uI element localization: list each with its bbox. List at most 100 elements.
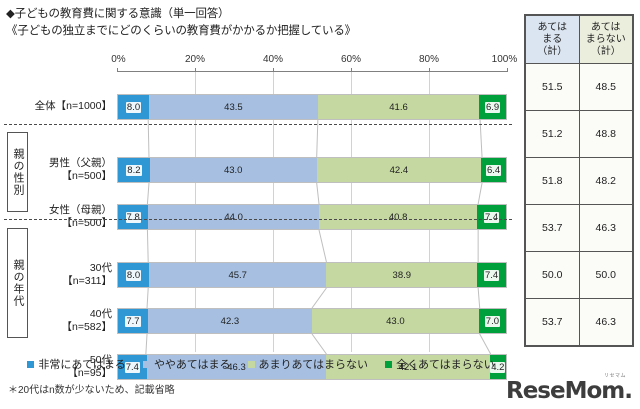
bar-value-label: 7.0 xyxy=(484,315,500,327)
x-axis-tick-60: 60% xyxy=(340,54,362,65)
row-label-0: 全体【n=1000】 xyxy=(0,100,112,113)
stacked-bar: 7.8 44.0 40.8 7.4 xyxy=(117,204,507,230)
bar-segment-3: 42.4 xyxy=(316,158,482,182)
bar-value-label: 44.0 xyxy=(224,211,243,223)
bar-value-label: 7.4 xyxy=(484,269,500,281)
summary-header-applies-l1: あては xyxy=(537,21,568,33)
bar-value-label: 8.2 xyxy=(126,164,142,176)
summary-applies-value: 50.0 xyxy=(525,251,580,299)
row-label-sample-size: 【n=1000】 xyxy=(55,100,112,112)
chart-title-block: ◆子どもの教育費に関する意識（単一回答） 《子どもの独立までにどのくらいの教育費… xyxy=(6,6,526,40)
legend-label: 非常にあてはまる xyxy=(38,359,126,371)
legend-swatch-icon xyxy=(385,360,393,368)
bar-segment-1: 8.0 xyxy=(118,263,150,287)
bar-segment-2: 43.0 xyxy=(149,158,317,182)
row-label-text: 50代 xyxy=(89,354,112,366)
summary-header-applies-l3: （計） xyxy=(537,45,568,57)
summary-not-applies-value: 48.2 xyxy=(578,157,633,205)
row-label-1: 男性（父親） 【n=500】 xyxy=(0,157,112,183)
summary-table-row: 53.7 46.3 xyxy=(525,204,633,252)
row-label-5: 50代 【n=95】 xyxy=(0,354,112,380)
bar-value-label: 42.4 xyxy=(389,164,409,176)
row-label-sample-size: 【n=582】 xyxy=(61,321,113,333)
logo-ruby-text: リセマム xyxy=(603,373,626,379)
bar-value-label: 43.0 xyxy=(386,315,405,327)
summary-header-not-applies-l2: まらない xyxy=(585,33,626,45)
bar-segment-1: 8.0 xyxy=(118,95,150,119)
row-label-text: 男性（父親） xyxy=(49,157,112,169)
bar-value-label: 4.2 xyxy=(490,361,506,373)
bar-value-label: 7.4 xyxy=(484,211,500,223)
legend-item-3: あまりあてはまらない xyxy=(247,356,368,372)
bar-segment-4: 4.2 xyxy=(489,355,506,379)
bar-value-label: 42.3 xyxy=(220,315,240,327)
x-axis-tick-40: 40% xyxy=(262,54,284,65)
row-label-text: 全体 xyxy=(34,100,56,112)
stacked-bar: 8.0 45.7 38.9 7.4 xyxy=(117,262,507,288)
row-label-text: 女性（母親） xyxy=(49,204,112,216)
group-label-parent-gender: 親の性別 xyxy=(12,148,24,196)
legend-item-4: 全くあてはまらない xyxy=(385,356,495,372)
bar-segment-4: 7.4 xyxy=(477,263,506,287)
summary-not-applies-value: 46.3 xyxy=(578,204,633,252)
x-axis-tick-100: 100% xyxy=(491,54,518,65)
bar-value-label: 42.1 xyxy=(398,361,418,373)
bar-segment-1: 7.7 xyxy=(118,309,148,333)
summary-table-row: 53.7 46.3 xyxy=(525,298,633,346)
row-label-2: 女性（母親） 【n=500】 xyxy=(0,204,112,230)
bar-segment-1: 7.4 xyxy=(118,355,147,379)
group-separator-1 xyxy=(4,124,512,125)
tickmark-20 xyxy=(195,68,196,72)
bar-value-label: 46.3 xyxy=(227,361,246,373)
summary-table-row: 50.0 50.0 xyxy=(525,251,633,299)
row-label-3: 30代 【n=311】 xyxy=(0,262,112,288)
summary-table-row: 51.8 48.2 xyxy=(525,157,633,205)
group-box-parent-gender: 親の性別 xyxy=(7,132,28,212)
bar-boundary-connector xyxy=(117,288,507,308)
summary-applies-value: 53.7 xyxy=(525,204,580,252)
plot-region: 全体【n=1000】 8.0 43.5 41.6 6.9 男性（父親） 【n=500】 8.2… xyxy=(35,68,508,380)
summary-table-body: 51.5 48.5 51.2 48.8 51.8 48.2 53.7 46.3 50.0 50.0… xyxy=(525,63,633,346)
legend-label: ややあてはまる xyxy=(153,359,231,371)
summary-header-applies: あては まる （計） xyxy=(525,15,580,64)
summary-header-not-applies-l1: あては xyxy=(590,21,621,33)
bar-segment-3: 38.9 xyxy=(326,263,478,287)
summary-applies-value: 53.7 xyxy=(525,298,580,346)
bar-boundary-connector xyxy=(117,230,507,262)
tickmark-80 xyxy=(429,68,430,72)
chart-legend: 非常にあてはまる ややあてはまる あまりあてはまらない 全くあてはまらない xyxy=(0,356,522,372)
row-label-sample-size: 【n=311】 xyxy=(62,275,112,287)
group-label-parent-age: 親の年代 xyxy=(12,259,24,307)
x-axis-tick-0: 0% xyxy=(111,54,126,65)
group-separator-2 xyxy=(4,219,512,220)
summary-table: あては まる （計） あては まらない （計） 51.5 48.5 51.2 48.8… xyxy=(524,14,634,347)
stacked-bar: 8.0 43.5 41.6 6.9 xyxy=(117,94,507,120)
bar-value-label: 6.9 xyxy=(484,101,501,113)
footnote: ＊20代はn数が少ないため、記載省略 xyxy=(8,385,175,396)
row-label-text: 30代 xyxy=(89,262,112,274)
bar-segment-2: 44.0 xyxy=(148,205,319,229)
bar-value-label: 38.9 xyxy=(392,269,412,281)
group-box-parent-age: 親の年代 xyxy=(7,228,28,338)
summary-table-row: 51.5 48.5 xyxy=(525,63,633,111)
plot-top-border xyxy=(117,71,507,72)
row-label-sample-size: 【n=95】 xyxy=(67,367,112,379)
bar-segment-3: 42.1 xyxy=(326,355,490,379)
bar-value-label: 6.4 xyxy=(485,164,502,176)
tickmark-100 xyxy=(507,68,508,72)
row-label-4: 40代 【n=582】 xyxy=(0,308,113,334)
logo-wordmark: ReseMom. xyxy=(506,378,633,404)
bar-value-label: 8.0 xyxy=(125,269,142,281)
summary-not-applies-value: 46.3 xyxy=(578,298,633,346)
x-axis-tick-80: 80% xyxy=(418,54,440,65)
summary-header-not-applies-l3: （計） xyxy=(590,45,621,57)
tickmark-40 xyxy=(273,68,274,72)
bar-segment-4: 6.9 xyxy=(479,95,506,119)
row-label-sample-size: 【n=500】 xyxy=(61,170,113,182)
stacked-bar: 7.4 46.3 42.1 4.2 xyxy=(117,354,507,380)
tickmark-0 xyxy=(117,68,118,72)
bar-segment-1: 7.8 xyxy=(118,205,149,229)
resemom-logo: リセマム ReseMom. xyxy=(506,373,633,404)
summary-table-header-row: あては まる （計） あては まらない （計） xyxy=(525,15,633,64)
stacked-bar: 8.2 43.0 42.4 6.4 xyxy=(117,157,507,183)
